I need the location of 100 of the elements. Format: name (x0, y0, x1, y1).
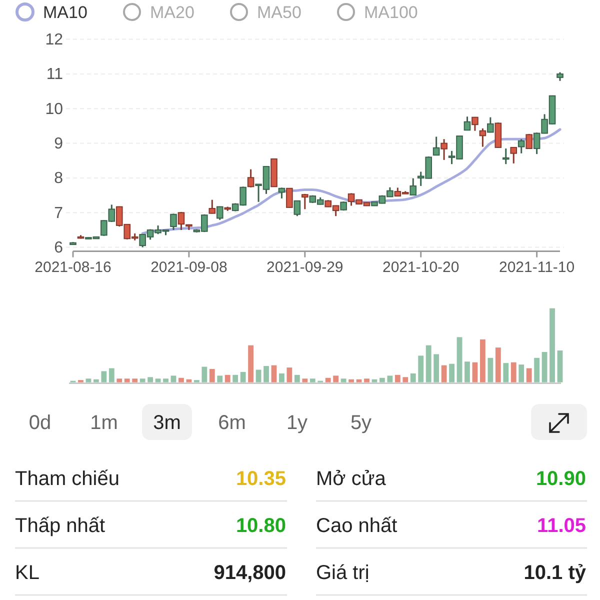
bar (279, 373, 284, 382)
x-tick-label: 2021-09-08 (150, 258, 228, 276)
y-tick-label: 6 (54, 239, 64, 256)
text: 6m (218, 412, 246, 434)
bar (372, 379, 378, 382)
legend-label: MA50 (257, 3, 302, 22)
bar (294, 374, 300, 382)
y-tick-label: 8 (54, 170, 64, 188)
bar (348, 379, 354, 382)
candlestick (178, 211, 185, 231)
bar (387, 376, 393, 382)
text: 0d (28, 412, 52, 434)
candlestick (526, 133, 532, 150)
bar (449, 364, 454, 382)
bar (163, 378, 168, 382)
x-tick-label: 2021-08-16 (34, 258, 112, 276)
bar (526, 368, 532, 382)
bar (518, 364, 524, 382)
bar (217, 376, 223, 382)
bar (410, 373, 416, 382)
bar (333, 376, 339, 382)
bar (402, 377, 408, 382)
bar (542, 352, 548, 382)
bar (464, 362, 470, 382)
bar (93, 379, 99, 382)
text: 3m (153, 412, 181, 434)
y-tick-label: 12 (45, 31, 64, 48)
text: 10.1 tỷ (524, 562, 587, 584)
candlestick (510, 146, 518, 164)
text: Tham chiếu (15, 468, 120, 490)
bar (302, 378, 308, 382)
text: 10.80 (236, 515, 286, 537)
text: 11.05 (537, 515, 586, 537)
bar (155, 378, 161, 382)
candlestick (216, 206, 224, 221)
bar (140, 378, 146, 382)
candlestick (464, 116, 471, 132)
bar (480, 339, 486, 382)
bar (202, 366, 208, 382)
bar (426, 345, 432, 382)
bar (271, 365, 277, 382)
candlestick (302, 193, 308, 210)
bar (310, 378, 316, 382)
candlestick (170, 212, 177, 231)
bar (240, 372, 246, 382)
bar (557, 350, 563, 382)
y-tick-label: 9 (54, 135, 64, 152)
bar (170, 376, 176, 382)
text: Thấp nhất (15, 515, 106, 537)
text: Cao nhất (316, 515, 398, 537)
candlestick (247, 168, 254, 188)
bar (394, 374, 400, 382)
bar (224, 374, 230, 382)
bar (108, 368, 114, 382)
bar (256, 370, 262, 382)
bar (472, 362, 478, 382)
bar (325, 378, 331, 382)
x-tick-label: 2021-11-10 (498, 258, 575, 276)
text: 1y (286, 412, 308, 434)
bar (510, 362, 516, 382)
candlestick (410, 178, 417, 196)
y-tick-label: 10 (45, 100, 64, 118)
candlestick (440, 138, 448, 161)
candlestick (472, 116, 478, 132)
bar (488, 358, 494, 382)
bar (503, 363, 509, 382)
bar (418, 356, 424, 382)
bar (148, 377, 153, 382)
candlestick (487, 116, 494, 134)
text: Mở cửa (316, 468, 387, 490)
bar (101, 371, 107, 382)
legend-label: MA10 (43, 3, 88, 22)
candlestick (208, 199, 216, 214)
bar (116, 378, 122, 382)
candlestick (432, 136, 440, 156)
text: 914,800 (214, 562, 286, 584)
text: 10.35 (236, 468, 286, 490)
bar (86, 378, 92, 382)
bar (534, 358, 540, 382)
bar (356, 379, 362, 382)
bar (248, 345, 254, 382)
candlestick (502, 148, 510, 165)
bar (364, 378, 370, 382)
candlestick (518, 138, 525, 154)
x-tick-label: 2021-09-29 (266, 258, 344, 276)
x-tick-label: 2021-10-20 (382, 258, 460, 276)
bar (434, 354, 440, 382)
candlestick (278, 186, 286, 200)
bar (132, 378, 138, 382)
bar (209, 368, 215, 382)
text: 10.90 (536, 468, 586, 490)
bar (186, 379, 192, 382)
bar (340, 378, 346, 382)
text: KL (15, 562, 40, 584)
candlestick (286, 187, 293, 209)
y-tick-label: 7 (54, 204, 64, 222)
bar (264, 366, 269, 382)
candlestick (479, 128, 486, 148)
candlestick (294, 200, 301, 217)
bar (232, 374, 238, 382)
